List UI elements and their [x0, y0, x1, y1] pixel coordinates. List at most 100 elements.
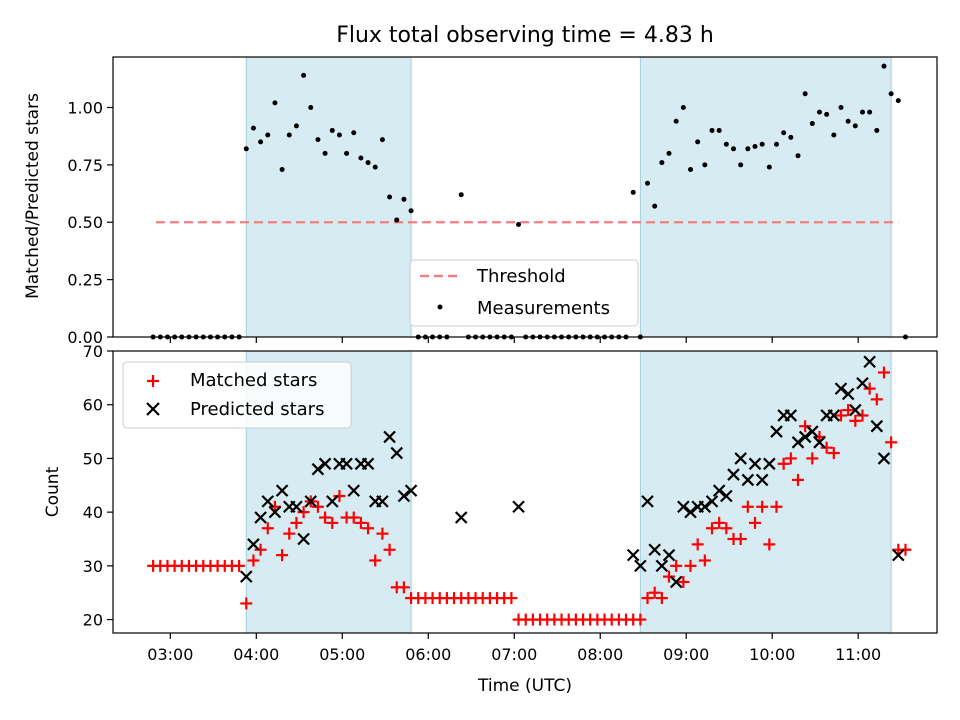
- matched-star-marker: [713, 516, 726, 529]
- matched-star-marker: [870, 393, 883, 406]
- matched-star-marker: [254, 543, 267, 556]
- predicted-star-marker: [841, 387, 855, 401]
- predicted-star-marker: [856, 376, 869, 390]
- predicted-star-marker: [275, 484, 289, 497]
- top-y-tick-label: 0.25: [67, 271, 103, 290]
- measurement-point: [279, 166, 285, 172]
- measurement-point: [680, 104, 686, 110]
- predicted-star-marker: [297, 532, 310, 546]
- matched-star-marker: [856, 409, 869, 422]
- predicted-star-marker: [383, 430, 396, 444]
- measurement-point: [379, 137, 385, 143]
- measurement-point: [351, 130, 357, 136]
- x-tick-label: 04:00: [233, 645, 279, 664]
- predicted-star-marker: [741, 473, 755, 487]
- measurement-point: [516, 222, 522, 228]
- matched-star-marker: [834, 409, 847, 422]
- predicted-star-marker: [813, 436, 826, 449]
- measurement-point: [408, 208, 414, 214]
- legend-matched-label: Matched stars: [190, 370, 317, 391]
- top-y-tick-label: 0.00: [67, 328, 103, 347]
- predicted-star-marker: [648, 543, 661, 557]
- measurement-point: [322, 150, 328, 156]
- matched-star-marker: [290, 516, 303, 529]
- predicted-star-marker: [712, 484, 726, 497]
- matched-star-marker: [376, 527, 389, 540]
- measurement-point: [394, 217, 400, 223]
- measurement-point: [272, 100, 278, 106]
- matched-star-marker: [383, 543, 396, 556]
- matched-star-marker: [297, 506, 310, 519]
- predicted-star-marker: [641, 495, 654, 508]
- predicted-star-marker: [512, 500, 525, 514]
- legend-measurements-label: Measurements: [477, 298, 610, 319]
- matched-star-marker: [885, 436, 898, 449]
- x-tick-label: 08:00: [577, 645, 623, 664]
- measurement-point: [759, 141, 765, 147]
- measurement-point: [344, 150, 350, 156]
- measurement-point: [315, 137, 321, 143]
- measurement-point: [293, 123, 299, 129]
- measurement-point: [802, 91, 808, 97]
- matched-star-marker: [777, 457, 790, 470]
- matched-star-marker: [663, 570, 676, 583]
- measurement-point: [250, 125, 256, 131]
- predicted-star-marker: [254, 511, 267, 524]
- matched-star-marker: [827, 447, 840, 460]
- measurement-point: [702, 162, 708, 168]
- matched-star-marker: [240, 597, 253, 610]
- predicted-star-marker: [290, 500, 303, 514]
- predicted-star-marker: [784, 409, 798, 422]
- predicted-star-marker: [247, 538, 260, 551]
- predicted-star-marker: [877, 452, 891, 465]
- matched-star-marker: [691, 538, 704, 551]
- measurement-point: [336, 132, 342, 138]
- legend-matched-swatch: [147, 375, 159, 387]
- legend-threshold-label: Threshold: [476, 266, 566, 287]
- measurement-point: [716, 127, 722, 133]
- matched-star-marker: [655, 592, 668, 605]
- measurement-point: [709, 127, 715, 133]
- measurement-point: [645, 180, 651, 186]
- top-y-tick-label: 0.75: [67, 156, 103, 175]
- measurement-point: [258, 139, 264, 145]
- matched-star-marker: [233, 559, 246, 572]
- predicted-star-marker: [791, 436, 805, 449]
- plot-frame: [112, 350, 938, 634]
- measurement-point: [888, 91, 894, 97]
- matched-star-marker: [763, 538, 776, 551]
- x-tick-label: 10:00: [749, 645, 795, 664]
- matched-star-marker: [505, 592, 518, 605]
- matched-star-marker: [784, 452, 797, 465]
- bottom-y-tick-label: 20: [83, 611, 103, 630]
- matched-star-marker: [842, 404, 855, 417]
- x-tick-label: 05:00: [319, 645, 365, 664]
- matched-star-marker: [283, 527, 296, 540]
- predicted-star-marker: [863, 355, 876, 369]
- predicted-star-marker: [849, 403, 862, 417]
- measurement-point: [788, 134, 794, 140]
- measurement-point: [358, 155, 364, 161]
- measurement-point: [652, 203, 658, 209]
- measurement-point: [824, 111, 830, 117]
- predicted-star-marker: [454, 511, 468, 524]
- x-tick-label: 07:00: [491, 645, 537, 664]
- predicted-star-marker: [347, 484, 361, 497]
- measurement-point: [895, 98, 901, 104]
- predicted-star-marker: [404, 484, 418, 497]
- x-tick-label: 06:00: [405, 645, 451, 664]
- bottom-y-tick-label: 40: [83, 503, 103, 522]
- predicted-star-marker: [748, 457, 762, 471]
- predicted-star-marker: [684, 505, 697, 519]
- measurement-point: [265, 132, 271, 138]
- measurement-point: [673, 118, 679, 124]
- predicted-star-marker: [311, 462, 325, 476]
- measurement-point: [301, 72, 307, 78]
- predicted-star-marker: [662, 548, 676, 562]
- matched-star-marker: [799, 420, 812, 433]
- matched-star-marker: [849, 414, 862, 427]
- predicted-star-marker: [827, 409, 841, 422]
- predicted-star-marker: [239, 570, 253, 583]
- legend-predicted-label: Predicted stars: [190, 399, 324, 420]
- bottom-y-tick-label: 50: [83, 449, 103, 468]
